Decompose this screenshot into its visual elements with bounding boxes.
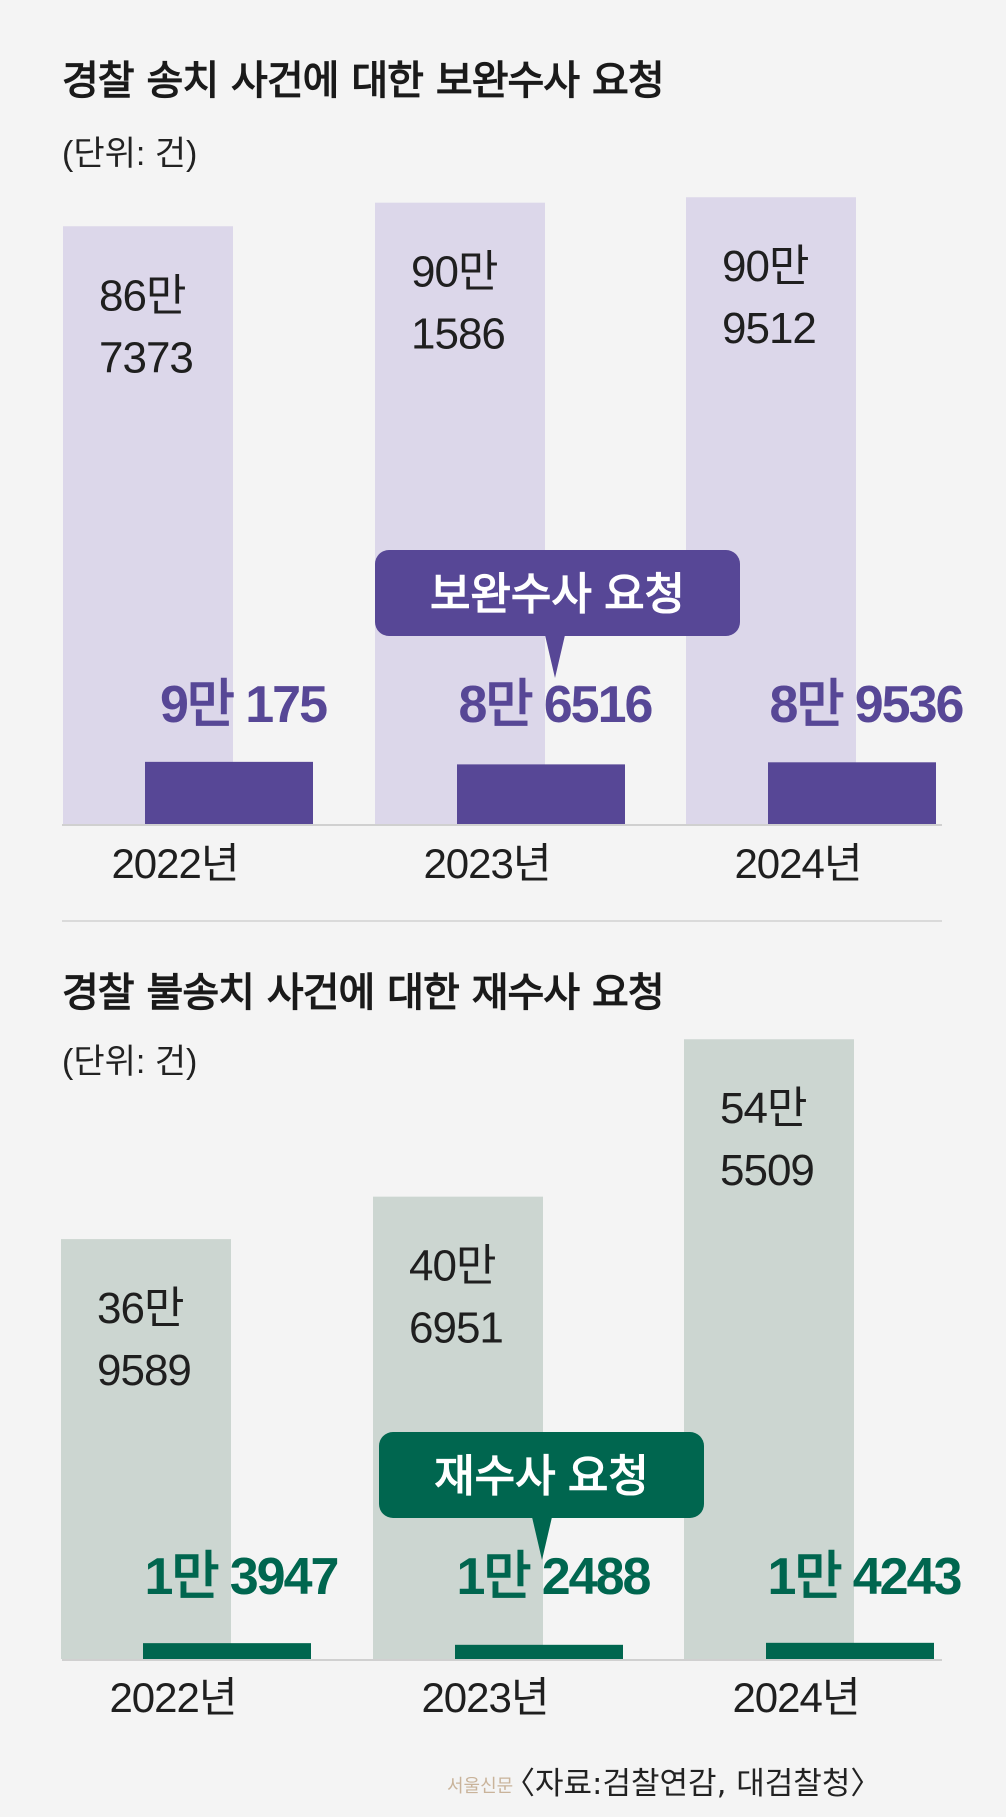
bar-total <box>684 1039 854 1659</box>
bar-total <box>686 197 856 824</box>
bar-chart-supplementary: 86만 7373 9만 175 2022년 90만 1586 8만 6516 2023년 90만… <box>62 197 966 887</box>
bar-request <box>457 764 625 824</box>
callout-label: 재수사 요청 <box>434 1452 649 1501</box>
data-label-total: 90만 1586 <box>411 248 505 359</box>
data-label-total: 90만 9512 <box>722 242 816 353</box>
data-label-request: 1만 3947 <box>145 1548 338 1606</box>
data-label-total: 86만 7373 <box>99 271 193 382</box>
data-label-total: 40만 6951 <box>409 1242 503 1353</box>
x-tick-label: 2023년 <box>423 840 550 887</box>
chart-title: 경찰 송치 사건에 대한 보완수사 요청 <box>62 58 665 104</box>
bar-total <box>375 202 545 825</box>
bar-request <box>145 761 313 824</box>
bar-chart-reinvestigation: 36만 9589 1만 3947 2022년 40만 6951 1만 2488 2023년 54… <box>61 1039 964 1721</box>
callout-pointer <box>545 635 565 678</box>
bar-total <box>63 226 233 825</box>
data-label-request: 1만 2488 <box>457 1548 651 1606</box>
x-tick-label: 2023년 <box>421 1674 548 1721</box>
x-tick-label: 2024년 <box>734 840 861 887</box>
chart-title: 경찰 불송치 사건에 대한 재수사 요청 <box>62 970 665 1016</box>
data-label-total: 54만 5509 <box>720 1084 814 1195</box>
bar-total <box>373 1196 543 1659</box>
bar-total <box>61 1239 231 1659</box>
unit-label: (단위: 건) <box>62 135 198 173</box>
bar-request <box>143 1643 311 1659</box>
x-tick-label: 2022년 <box>111 840 238 887</box>
callout-bubble <box>375 550 740 636</box>
bar-request <box>766 1642 934 1659</box>
watermark-logo: 서울신문 <box>447 1776 514 1797</box>
baseline <box>62 1659 942 1661</box>
x-tick-label: 2022년 <box>109 1674 236 1721</box>
data-label-request: 8만 9536 <box>770 676 964 734</box>
callout-label: 보완수사 요청 <box>430 570 685 619</box>
data-label-request: 8만 6516 <box>459 676 653 734</box>
data-label-total: 36만 9589 <box>97 1284 191 1395</box>
data-label-request: 9만 175 <box>160 676 327 734</box>
bar-request <box>768 762 936 824</box>
callout-pointer <box>532 1517 552 1560</box>
data-label-request: 1만 4243 <box>768 1548 962 1606</box>
callout-bubble <box>379 1432 704 1518</box>
section-divider <box>62 920 942 922</box>
source-note: 〈자료:검찰연감, 대검찰청〉 <box>504 1766 882 1802</box>
baseline <box>62 824 942 826</box>
x-tick-label: 2024년 <box>732 1674 859 1721</box>
bar-request <box>455 1644 623 1659</box>
unit-label: (단위: 건) <box>62 1043 198 1081</box>
